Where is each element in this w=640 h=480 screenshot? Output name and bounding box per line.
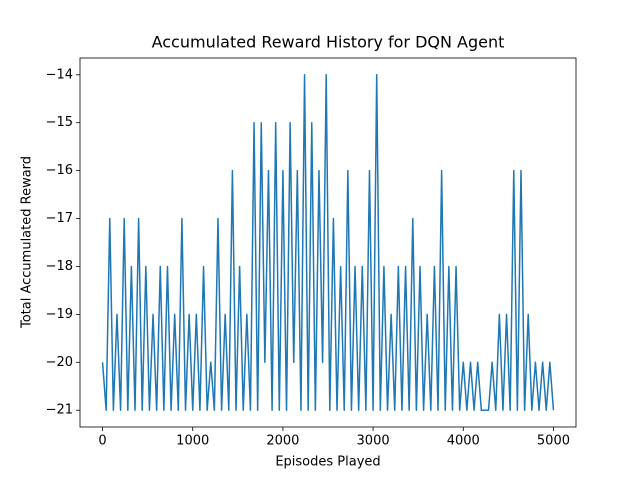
x-tick-label: 2000 <box>266 434 299 449</box>
y-tick-label: −16 <box>46 163 73 178</box>
x-tick-label: 1000 <box>176 434 209 449</box>
plot-frame <box>79 57 577 428</box>
y-tick-label: −18 <box>46 259 73 274</box>
y-tick-label: −17 <box>46 211 73 226</box>
y-tick-label: −19 <box>46 307 73 322</box>
y-tick-label: −21 <box>46 403 73 418</box>
series-line <box>101 74 555 411</box>
y-tick-label: −15 <box>46 115 73 130</box>
y-tick-label: −20 <box>46 355 73 370</box>
x-tick-label: 4000 <box>447 434 480 449</box>
x-axis-label: Episodes Played <box>275 455 380 470</box>
x-tick-label: 0 <box>98 434 106 449</box>
x-tick-label: 5000 <box>537 434 570 449</box>
chart-title: Accumulated Reward History for DQN Agent <box>152 33 505 52</box>
x-tick-label: 3000 <box>357 434 390 449</box>
y-tick-label: −14 <box>46 67 73 82</box>
y-axis-label: Total Accumulated Reward <box>20 156 35 329</box>
